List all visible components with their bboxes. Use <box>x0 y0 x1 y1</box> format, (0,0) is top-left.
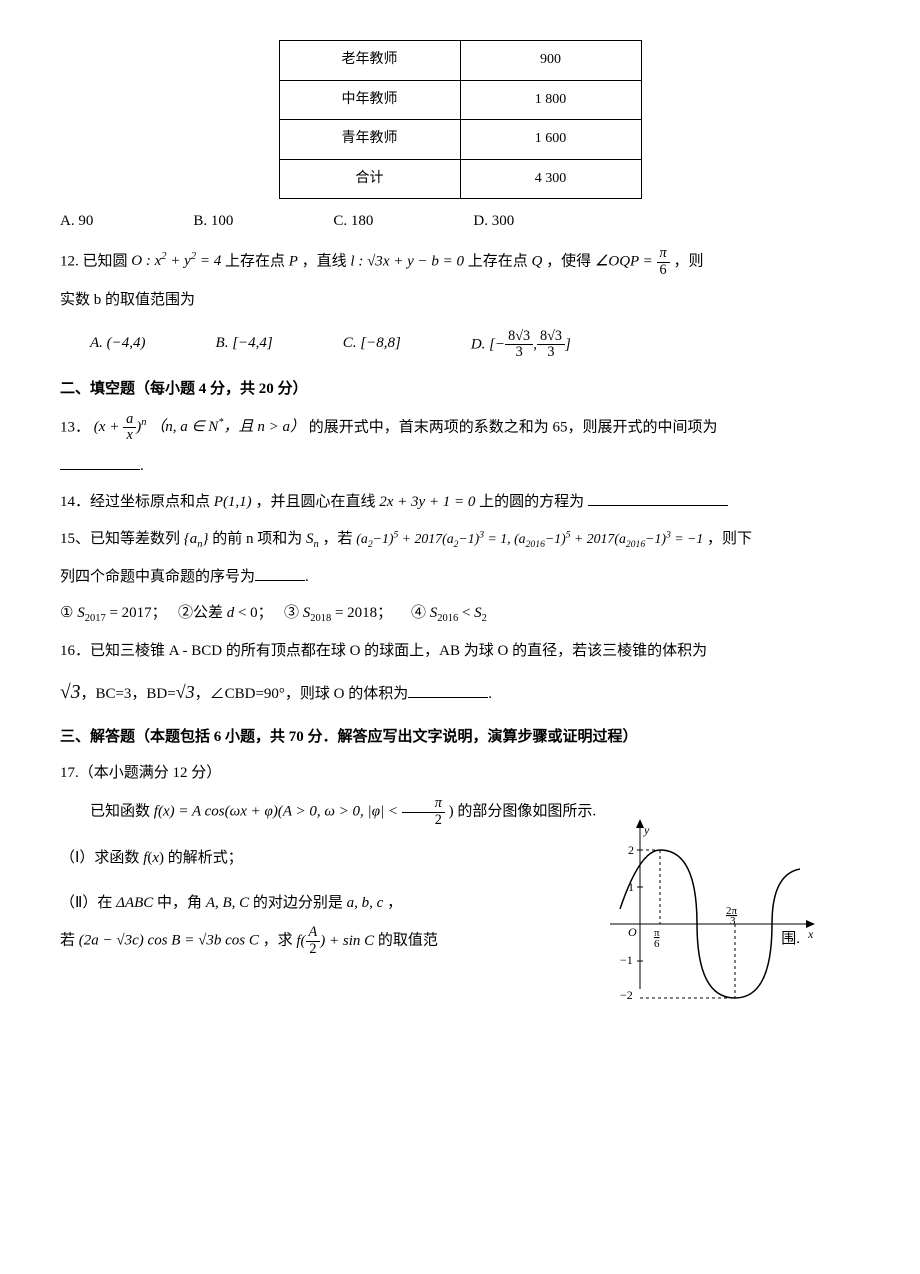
q11-options: A. 90 B. 100 C. 180 D. 300 <box>60 207 860 236</box>
cell-category: 老年教师 <box>279 41 460 81</box>
option-a: A. (−4,4) <box>90 329 146 361</box>
table-row: 青年教师 1 600 <box>279 120 641 160</box>
cell-value: 1 800 <box>460 80 641 120</box>
q14-line: 2x + 3y + 1 = 0 <box>379 494 475 510</box>
q15-line2: 列四个命题中真命题的序号为. <box>60 563 860 592</box>
q12-P: P <box>289 253 298 269</box>
q15-opts: ① S2017 = 2017； ②公差 d < 0； ③ S2018 = 201… <box>60 599 860 629</box>
q12-options: A. (−4,4) B. [−4,4] C. [−8,8] D. [−8√33,… <box>90 329 860 361</box>
q15-seq: {an} <box>184 531 209 547</box>
y-label: y <box>643 823 650 837</box>
q17-part2-l2: 若 (2a − √3c) cos B = √3b cos C ，求 f(A2) … <box>60 925 620 957</box>
q12-mid2: ，直线 <box>302 253 347 269</box>
q13-cond: （n, a ∈ N*，且 n > a） <box>150 419 305 435</box>
cosine-graph-figure: 2 1 −1 −2 O y x π 6 2π 3 <box>600 814 820 1004</box>
graph-svg: 2 1 −1 −2 O y x π 6 2π 3 <box>600 814 820 1004</box>
q12-frac: π 6 <box>657 246 670 278</box>
q14-point: P(1,1) <box>214 494 252 510</box>
cell-value: 4 300 <box>460 159 641 199</box>
blank <box>408 682 488 698</box>
blank <box>255 565 305 581</box>
section3-title: 三、解答题（本题包括 6 小题，共 70 分．解答应写出文字说明，演算步骤或证明… <box>60 723 860 752</box>
ytick-neg2: −2 <box>620 988 633 1002</box>
q14: 14．经过坐标原点和点 P(1,1) ，并且圆心在直线 2x + 3y + 1 … <box>60 488 860 517</box>
cell-category: 中年教师 <box>279 80 460 120</box>
q16: 16．已知三棱锥 A - BCD 的所有顶点都在球 O 的球面上，AB 为球 O… <box>60 637 860 666</box>
q13: 13． (x + ax)n （n, a ∈ N*，且 n > a） 的展开式中，… <box>60 412 860 444</box>
opt3: ③ S2018 = 2018 <box>284 605 377 621</box>
q12-Q: Q <box>532 253 543 269</box>
option-b: B. [−4,4] <box>216 329 273 361</box>
q12-prefix: 12. 已知圆 <box>60 253 128 269</box>
table-row: 老年教师 900 <box>279 41 641 81</box>
q17-fA2: f(A2) + sin C <box>296 933 374 949</box>
option-c: C. [−8,8] <box>343 329 401 361</box>
q17-eq: (2a − √3c) cos B = √3b cos C <box>79 933 259 949</box>
q17-frac: π2 <box>402 796 445 828</box>
y-arrow-icon <box>636 819 644 828</box>
xmark-2pi3-den: 3 <box>730 915 736 927</box>
teacher-count-table: 老年教师 900 中年教师 1 800 青年教师 1 600 合计 4 300 <box>279 40 642 199</box>
opt2: ②公差 d < 0 <box>178 605 258 621</box>
q15-eq: (a2−1)5 + 2017(a2−1)3 = 1, (a2016−1)5 + … <box>356 531 703 546</box>
q15: 15、已知等差数列 {an} 的前 n 项和为 Sn ，若 (a2−1)5 + … <box>60 525 860 555</box>
q12: 12. 已知圆 O : x2 + y2 = 4 上存在点 P ，直线 l : √… <box>60 246 860 278</box>
ytick-2: 2 <box>628 843 634 857</box>
origin-label: O <box>628 925 637 939</box>
sqrt3: √3 <box>60 682 80 703</box>
q12-mid4: ，使得 <box>546 253 591 269</box>
q13-expr: (x + ax)n <box>94 419 147 435</box>
q13-blank-line: . <box>60 452 860 481</box>
cell-category: 青年教师 <box>279 120 460 160</box>
q17-fx: f(x) = A cos(ωx + φ)(A > 0, ω > 0, |φ| < <box>154 803 402 819</box>
option-b: B. 100 <box>193 207 233 236</box>
q12-line: l : √3x + y − b = 0 <box>350 253 464 269</box>
q16-line2: √3，BC=3，BD=√3，∠CBD=90°，则球 O 的体积为. <box>60 674 860 711</box>
q17-body: （Ⅰ）求函数 f(x) 的解析式； （Ⅱ）在 ΔABC 中，角 A, B, C … <box>60 844 860 957</box>
q17-title: 17.（本小题满分 12 分） <box>60 759 860 788</box>
option-c: C. 180 <box>333 207 373 236</box>
xmark-pi6-den: 6 <box>654 938 660 950</box>
q15-Sn: Sn <box>306 531 319 547</box>
sqrt3b: √3 <box>176 682 195 702</box>
q12-angle: ∠OQP = <box>595 253 657 269</box>
ytick-neg1: −1 <box>620 953 633 967</box>
q13-mid: 的展开式中，首末两项的系数之和为 65，则展开式的中间项为 <box>309 419 718 435</box>
opt4: ④ S2016 < S2 <box>411 605 487 621</box>
q12-mid5: ，则 <box>673 253 703 269</box>
q12-mid3: 上存在点 <box>468 253 528 269</box>
table-row: 合计 4 300 <box>279 159 641 199</box>
q12-circle: O : x2 + y2 = 4 <box>131 253 221 269</box>
opt1: ① S2017 = 2017 <box>60 605 152 621</box>
q12-mid1: 上存在点 <box>225 253 285 269</box>
cell-value: 1 600 <box>460 120 641 160</box>
blank <box>588 490 728 506</box>
table-row: 中年教师 1 800 <box>279 80 641 120</box>
q17-part2-l1: （Ⅱ）在 ΔABC 中，角 A, B, C 的对边分别是 a, b, c ， <box>60 889 580 918</box>
q12-line2: 实数 b 的取值范围为 <box>60 286 860 315</box>
option-d: D. 300 <box>473 207 514 236</box>
x-label: x <box>807 927 814 941</box>
cell-value: 900 <box>460 41 641 81</box>
option-a: A. 90 <box>60 207 93 236</box>
section2-title: 二、填空题（每小题 4 分，共 20 分） <box>60 375 860 404</box>
blank <box>60 454 140 470</box>
option-d: D. [−8√33,8√33] <box>471 329 571 361</box>
cell-category: 合计 <box>279 159 460 199</box>
